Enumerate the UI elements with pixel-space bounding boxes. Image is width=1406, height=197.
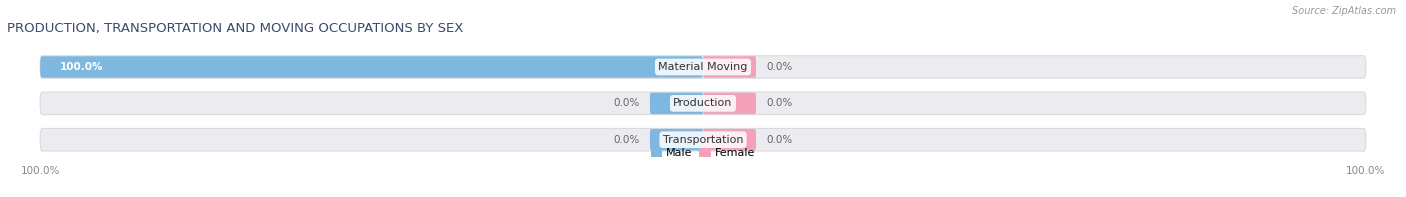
FancyBboxPatch shape: [650, 129, 703, 151]
FancyBboxPatch shape: [41, 92, 1365, 115]
FancyBboxPatch shape: [41, 56, 703, 78]
Text: Material Moving: Material Moving: [658, 62, 748, 72]
Text: 0.0%: 0.0%: [766, 135, 792, 145]
Text: 0.0%: 0.0%: [766, 62, 792, 72]
Text: 0.0%: 0.0%: [614, 98, 640, 108]
Text: 100.0%: 100.0%: [60, 62, 104, 72]
FancyBboxPatch shape: [703, 93, 756, 114]
Text: Production: Production: [673, 98, 733, 108]
Legend: Male, Female: Male, Female: [651, 148, 755, 158]
FancyBboxPatch shape: [41, 128, 1365, 151]
FancyBboxPatch shape: [650, 93, 703, 114]
Text: PRODUCTION, TRANSPORTATION AND MOVING OCCUPATIONS BY SEX: PRODUCTION, TRANSPORTATION AND MOVING OC…: [7, 22, 464, 35]
Text: 0.0%: 0.0%: [614, 135, 640, 145]
FancyBboxPatch shape: [703, 129, 756, 151]
Text: Transportation: Transportation: [662, 135, 744, 145]
FancyBboxPatch shape: [41, 56, 1365, 78]
FancyBboxPatch shape: [703, 56, 756, 78]
Text: Source: ZipAtlas.com: Source: ZipAtlas.com: [1292, 6, 1396, 16]
Text: 0.0%: 0.0%: [766, 98, 792, 108]
